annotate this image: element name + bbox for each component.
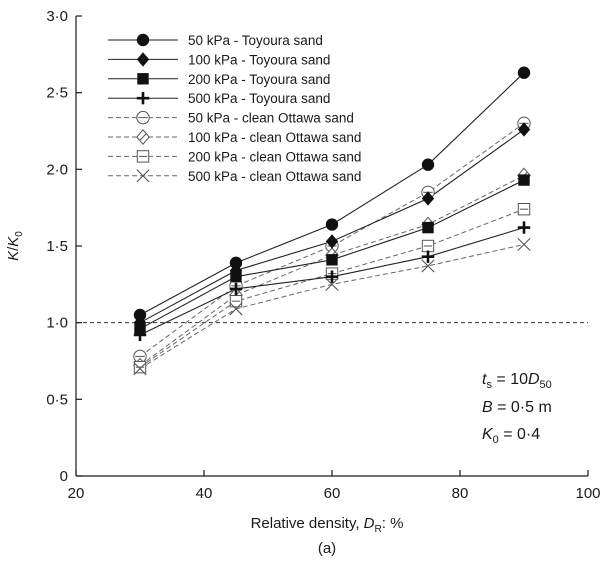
legend-label: 200 kPa - clean Ottawa sand: [188, 149, 361, 164]
y-tick-label: 2·0: [46, 161, 68, 178]
legend-marker: [136, 110, 150, 125]
x-tick-label: 60: [324, 485, 341, 502]
data-point-s4: [421, 250, 435, 263]
annotation-b: B = 0·5 m: [482, 399, 552, 416]
x-tick-label: 20: [68, 485, 85, 502]
data-point-s1: [517, 66, 531, 79]
x-tick-label: 80: [452, 485, 469, 502]
legend-label: 200 kPa - Toyoura sand: [188, 72, 330, 87]
data-point-s2: [421, 191, 435, 206]
series-line-7: [139, 208, 525, 368]
annotation-k0: K0 = 0·4: [482, 426, 540, 446]
data-point-s2: [517, 122, 531, 137]
data-point-s7: [229, 295, 243, 308]
data-point-s8: [517, 237, 531, 252]
legend-marker: [136, 150, 150, 163]
data-point-s2: [133, 315, 147, 330]
legend-marker: [136, 92, 150, 105]
data-point-s8: [325, 277, 339, 291]
data-point-s7: [133, 360, 147, 374]
data-point-s4: [325, 270, 339, 283]
data-point-s4: [229, 282, 243, 296]
panel-label: (a): [318, 540, 336, 557]
x-ticks-group: 20 40 60 80 100: [68, 470, 601, 502]
series-line-5: [139, 122, 525, 357]
x-tick-label: 40: [196, 485, 213, 502]
annotation-ts: ts = 10D50: [482, 371, 552, 391]
legend-marker: [137, 73, 149, 85]
legend-label: 100 kPa - clean Ottawa sand: [188, 130, 361, 145]
data-point-s1: [421, 158, 435, 171]
y-axis-label: K/K0: [5, 231, 25, 261]
legend-label: 100 kPa - Toyoura sand: [188, 52, 330, 67]
data-point-s4: [517, 221, 531, 234]
x-axis-label: Relative density, DR: %: [251, 515, 404, 535]
data-point-s1: [133, 308, 147, 322]
data-point-s8: [229, 302, 243, 316]
data-point-s8: [421, 259, 435, 273]
legend-marker: [136, 169, 150, 183]
data-point-s8: [133, 362, 147, 376]
y-tick-label: 1·0: [46, 315, 68, 332]
y-ticks-group: 0 0·5 1·0 1·5 2·0 2·5 3·0: [46, 8, 82, 485]
legend-label: 500 kPa - clean Ottawa sand: [188, 169, 361, 184]
legend-marker: [136, 129, 150, 145]
data-point-s3: [230, 270, 242, 283]
y-tick-label: 1·5: [46, 238, 68, 255]
y-tick-label: 3·0: [46, 8, 68, 25]
data-point-s1: [325, 218, 339, 231]
legend-label: 500 kPa - Toyoura sand: [188, 91, 330, 106]
legend-label: 50 kPa - Toyoura sand: [188, 33, 323, 48]
y-tick-label: 0·5: [46, 391, 68, 408]
y-tick-label: 0: [60, 468, 68, 485]
data-point-s4: [133, 328, 147, 342]
legend-marker: [136, 33, 150, 47]
data-point-s3: [326, 254, 338, 266]
data-point-s2: [229, 263, 243, 278]
data-point-s7: [421, 239, 435, 253]
y-tick-label: 2·5: [46, 85, 68, 102]
x-tick-label: 100: [575, 485, 600, 502]
legend-label: 50 kPa - clean Ottawa sand: [188, 111, 354, 126]
legend: 50 kPa - Toyoura sand 100 kPa - Toyoura s…: [108, 33, 361, 184]
data-point-s1: [229, 256, 243, 270]
data-point-s7: [517, 203, 531, 216]
data-point-s2: [325, 234, 339, 249]
data-point-s3: [518, 174, 530, 186]
data-point-s3: [422, 221, 434, 234]
series-markers-group: [133, 66, 531, 376]
legend-marker: [136, 52, 150, 67]
